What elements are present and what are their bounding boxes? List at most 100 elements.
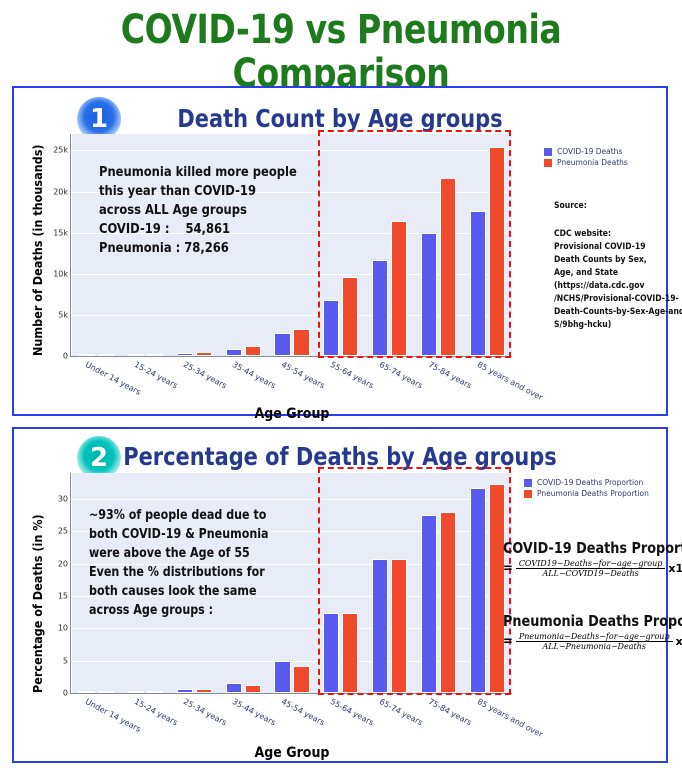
x-axis-tick: 15-24 years xyxy=(133,360,180,391)
bar xyxy=(293,665,310,693)
grid-line xyxy=(72,595,512,597)
legend-1-item: Pneumonia Deaths xyxy=(544,157,628,168)
y-axis-tick: 20 xyxy=(57,559,68,569)
formula-covid-proportion: COVID-19 Deaths Proportion =COVID19−Death… xyxy=(503,539,682,578)
bar xyxy=(127,691,144,693)
x-axis-tick: 25-34 years xyxy=(181,697,229,728)
panel-percentage: 2 Percentage of Deaths by Age groups Per… xyxy=(12,427,682,763)
grid-line xyxy=(72,314,512,316)
formula-equals-sign: = xyxy=(503,634,513,649)
x-axis-tick: 55-64 years xyxy=(328,360,376,391)
bar xyxy=(469,211,487,356)
source-text: CDC website: Provisional COVID-19 Death … xyxy=(554,229,682,330)
y-axis-tick: 15 xyxy=(57,591,68,601)
pneumonia-color-swatch xyxy=(524,489,532,498)
bar xyxy=(469,487,487,693)
bar xyxy=(97,691,115,693)
x-axis-tick: 85 years and over xyxy=(475,360,544,403)
legend-2-item: Pneumonia Deaths Proportion xyxy=(524,488,649,499)
bar xyxy=(421,515,438,693)
formula-multiplier: x100 xyxy=(668,562,682,575)
annotation-death-count: Pneumonia killed more people this year t… xyxy=(99,164,297,256)
bar xyxy=(78,354,95,356)
formula-title: COVID-19 Deaths Proportion xyxy=(503,539,682,557)
y-axis-line xyxy=(70,473,71,694)
y-axis-tick: 0 xyxy=(62,351,68,361)
panel-badge-2: 2 xyxy=(77,436,121,480)
y-axis-label: Number of Deaths (in thousands) xyxy=(30,144,45,356)
legend-2-label: Pneumonia Deaths Proportion xyxy=(537,489,649,498)
y-axis-tick: 30 xyxy=(57,494,68,504)
highlight-box xyxy=(318,130,511,358)
formula-numerator: Pneumonia−Deaths−for−age−group xyxy=(518,632,670,641)
bar xyxy=(176,689,193,693)
y-axis-tick: 5k xyxy=(58,310,68,320)
y-axis-tick: 25k xyxy=(53,145,68,155)
grid-line xyxy=(72,531,512,533)
highlight-box xyxy=(318,467,511,695)
bar xyxy=(274,332,291,356)
page-header: COVID-19 vs Pneumonia Comparison (01 Feb… xyxy=(0,0,682,114)
legend-chart-1: COVID-19 Deaths Pneumonia Deaths xyxy=(544,146,628,168)
y-axis-tick: 0 xyxy=(62,688,68,698)
bar xyxy=(146,691,163,693)
y-axis-tick: 15k xyxy=(53,228,68,238)
formula-denominator: ALL−COVID19−Deaths xyxy=(515,568,666,578)
bar xyxy=(323,300,340,356)
bar xyxy=(176,353,193,356)
formula-multiplier: x100 xyxy=(675,635,682,648)
bar xyxy=(78,691,95,693)
bar xyxy=(342,277,359,356)
panel-title-1: Death Count by Age groups xyxy=(177,104,503,133)
y-axis-label: Percentage of Deaths (in %) xyxy=(30,514,45,693)
annotation-percentage: ~93% of people dead due to both COVID-19… xyxy=(89,508,269,618)
bar xyxy=(293,328,310,356)
grid-line xyxy=(72,191,512,193)
formula-pneumonia-proportion: Pneumonia Deaths Proportion=Pneumonia−De… xyxy=(503,612,682,651)
formula-denominator: ALL−Pneumonia−Deaths xyxy=(515,641,673,651)
x-axis-tick: 75-84 years xyxy=(426,360,473,391)
grid-line xyxy=(72,563,512,565)
grid-line xyxy=(72,498,512,500)
formula-numerator: COVID19−Deaths−for−age−group xyxy=(518,559,663,568)
bar xyxy=(195,351,212,356)
y-axis-tick: 10 xyxy=(57,623,68,633)
bar xyxy=(372,559,389,693)
legend-1-item: COVID-19 Deaths xyxy=(544,146,628,157)
bar xyxy=(146,354,163,356)
x-axis-tick: 65-74 years xyxy=(377,697,424,728)
page-title: COVID-19 vs Pneumonia Comparison xyxy=(120,7,562,97)
bar xyxy=(342,613,359,693)
grid-line xyxy=(72,150,512,152)
bar xyxy=(372,259,389,356)
bar xyxy=(323,613,340,693)
covid-color-swatch xyxy=(524,478,532,487)
bar xyxy=(244,346,261,356)
plot-area: 0 5k 10k 15k 20k 25k xyxy=(53,134,512,361)
legend-1-label: COVID-19 Deaths xyxy=(557,147,623,156)
formula-expression: = COVID19−Deaths−for−age−group ALL−COVID19… xyxy=(503,559,682,578)
grid-line xyxy=(72,660,512,662)
x-axis-tick: 65-74 years xyxy=(377,360,424,391)
x-axis-tick: 85 years and over xyxy=(475,697,544,740)
y-axis-tick: 25 xyxy=(57,526,68,536)
bar xyxy=(274,660,291,693)
x-axis-label: Age Group xyxy=(254,745,330,761)
legend-2-label: COVID-19 Deaths Proportion xyxy=(537,478,644,487)
grid-line xyxy=(72,273,512,275)
x-axis-tick: 55-64 years xyxy=(328,697,376,728)
bar xyxy=(225,682,242,693)
x-axis-label: Age Group xyxy=(254,406,330,422)
panel-title-2: Percentage of Deaths by Age groups xyxy=(123,442,557,471)
legend-1-label: Pneumonia Deaths xyxy=(557,158,628,167)
panel-death-count: 1 Death Count by Age groups Number of De… xyxy=(12,86,682,422)
bar xyxy=(440,511,457,693)
grid-line xyxy=(72,232,512,234)
y-axis-line xyxy=(70,134,71,357)
x-axis-tick: 45-54 years xyxy=(279,697,327,728)
legend-2-item: COVID-19 Deaths Proportion xyxy=(524,477,649,488)
formula-fraction: Pneumonia−Deaths−for−age−group ALL−Pneumo… xyxy=(515,632,673,651)
formula-title: Pneumonia Deaths Proportion xyxy=(503,612,682,630)
x-axis-tick: 15-24 years xyxy=(133,697,180,728)
y-axis-tick: 10k xyxy=(53,269,68,279)
